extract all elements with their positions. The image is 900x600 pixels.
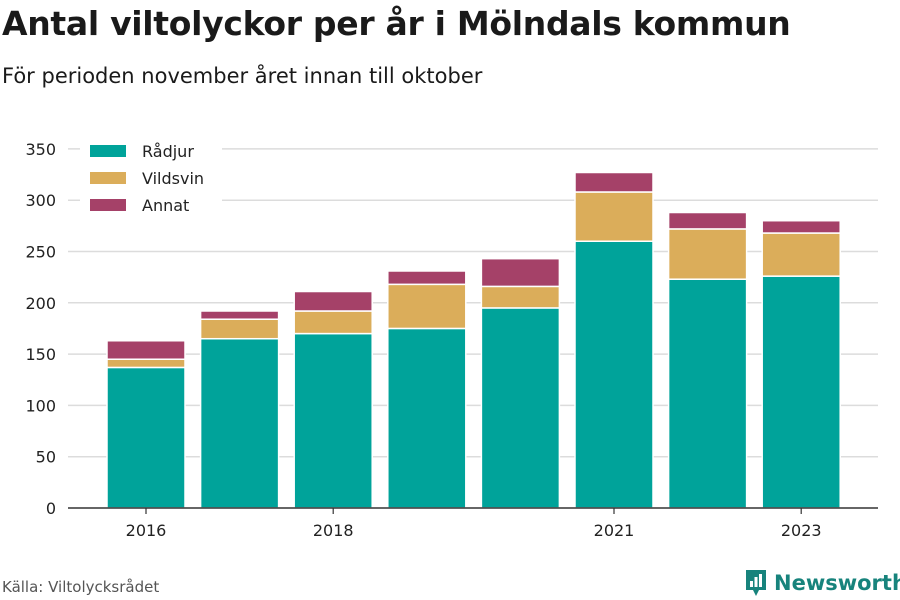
legend-label-rådjur: Rådjur: [142, 142, 194, 161]
bar-vildsvin-2021: [574, 191, 654, 242]
newsworthy-logo: Newsworthy: [744, 568, 900, 598]
chart-subtitle: För perioden november året innan till ok…: [2, 64, 483, 88]
bar-stacks: [106, 171, 841, 509]
bar-rådjur-2023: [761, 275, 841, 509]
legend-label-annat: Annat: [142, 196, 189, 215]
source-note: Källa: Viltolycksrådet: [2, 578, 160, 596]
bar-rådjur-2021: [574, 240, 654, 509]
bar-rådjur-2016: [106, 366, 186, 509]
bar-annat-2020: [480, 257, 561, 288]
y-tick-label: 50: [36, 448, 56, 467]
bar-rådjur-2019: [387, 327, 467, 509]
x-tick-label: 2023: [781, 521, 822, 540]
bar-vildsvin-2022: [667, 228, 748, 280]
bar-rådjur-2017: [199, 337, 280, 509]
bar-vildsvin-2018: [293, 310, 373, 335]
newsworthy-logo-icon: [746, 570, 766, 596]
bar-rådjur-2022: [667, 278, 748, 509]
brand-name: Newsworthy: [774, 571, 900, 595]
bar-annat-2021: [574, 171, 654, 193]
y-axis-ticks: 0 50 100 150 200 250 300 350: [25, 140, 56, 518]
x-tick-label: 2021: [594, 521, 635, 540]
bar-rådjur-2018: [293, 332, 373, 509]
bar-annat-2016: [106, 340, 186, 360]
x-tick-label: 2016: [126, 521, 167, 540]
chart-title: Antal viltolyckor per år i Mölndals komm…: [2, 4, 791, 43]
bar-annat-2019: [387, 270, 467, 286]
bar-vildsvin-2017: [199, 318, 280, 340]
bar-vildsvin-2019: [387, 283, 467, 330]
bar-vildsvin-2023: [761, 232, 841, 277]
x-tick-label: 2018: [313, 521, 354, 540]
bar-annat-2018: [293, 290, 373, 312]
bar-annat-2023: [761, 219, 841, 234]
legend-swatch-rådjur: [90, 145, 126, 157]
legend: Rådjur Vildsvin Annat: [80, 138, 222, 220]
y-tick-label: 350: [25, 140, 56, 159]
y-tick-label: 250: [25, 243, 56, 262]
legend-label-vildsvin: Vildsvin: [142, 169, 204, 188]
legend-swatch-vildsvin: [90, 172, 126, 184]
y-tick-label: 100: [25, 396, 56, 415]
bar-vildsvin-2016: [106, 358, 186, 369]
legend-swatch-annat: [90, 199, 126, 211]
bar-vildsvin-2020: [480, 285, 561, 309]
bar-annat-2017: [199, 310, 280, 320]
bar-annat-2022: [667, 211, 748, 230]
y-tick-label: 0: [46, 499, 56, 518]
x-axis: 2016 2018 2021 2023: [68, 507, 878, 540]
y-tick-label: 300: [25, 191, 56, 210]
bar-rådjur-2020: [480, 307, 561, 509]
y-tick-label: 200: [25, 294, 56, 313]
y-tick-label: 150: [25, 345, 56, 364]
